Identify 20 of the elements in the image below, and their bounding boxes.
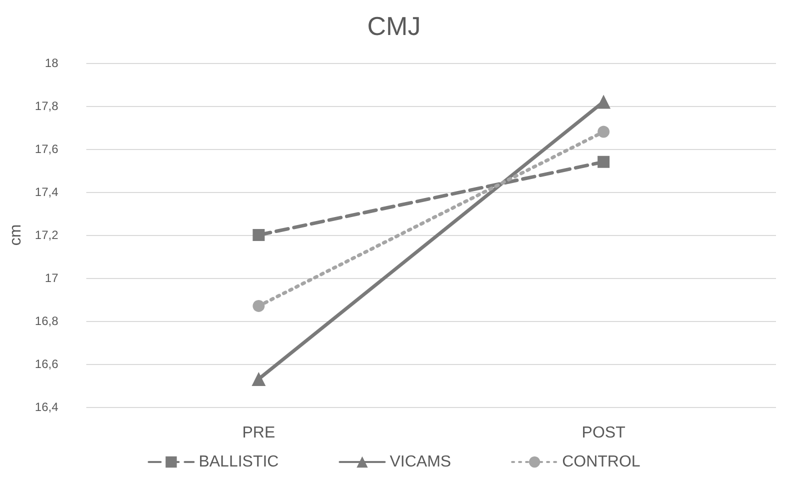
y-tick-label: 16,8 (34, 314, 59, 328)
chart-title: CMJ (367, 11, 421, 41)
x-tick-label: PRE (242, 424, 276, 442)
point (252, 229, 265, 241)
y-tick-label: 17,2 (34, 228, 59, 242)
legend-label: CONTROL (562, 454, 640, 470)
y-tick-label: 17,4 (34, 185, 59, 199)
point (252, 300, 265, 312)
y-tick-label: 17,6 (34, 142, 59, 156)
point (598, 156, 610, 168)
y-tick-label: 17,8 (34, 99, 59, 113)
y-tick-label: 16,6 (34, 357, 59, 371)
y-tick-label: 17 (44, 271, 59, 285)
y-axis-title: cm (8, 224, 24, 246)
legend-label: VICAMS (390, 454, 452, 470)
y-tick-label: 16,4 (34, 400, 59, 414)
point (598, 126, 610, 138)
y-tick-label: 18 (44, 56, 59, 70)
legend-label: BALLISTIC (198, 454, 279, 470)
x-tick-label: POST (582, 424, 626, 442)
